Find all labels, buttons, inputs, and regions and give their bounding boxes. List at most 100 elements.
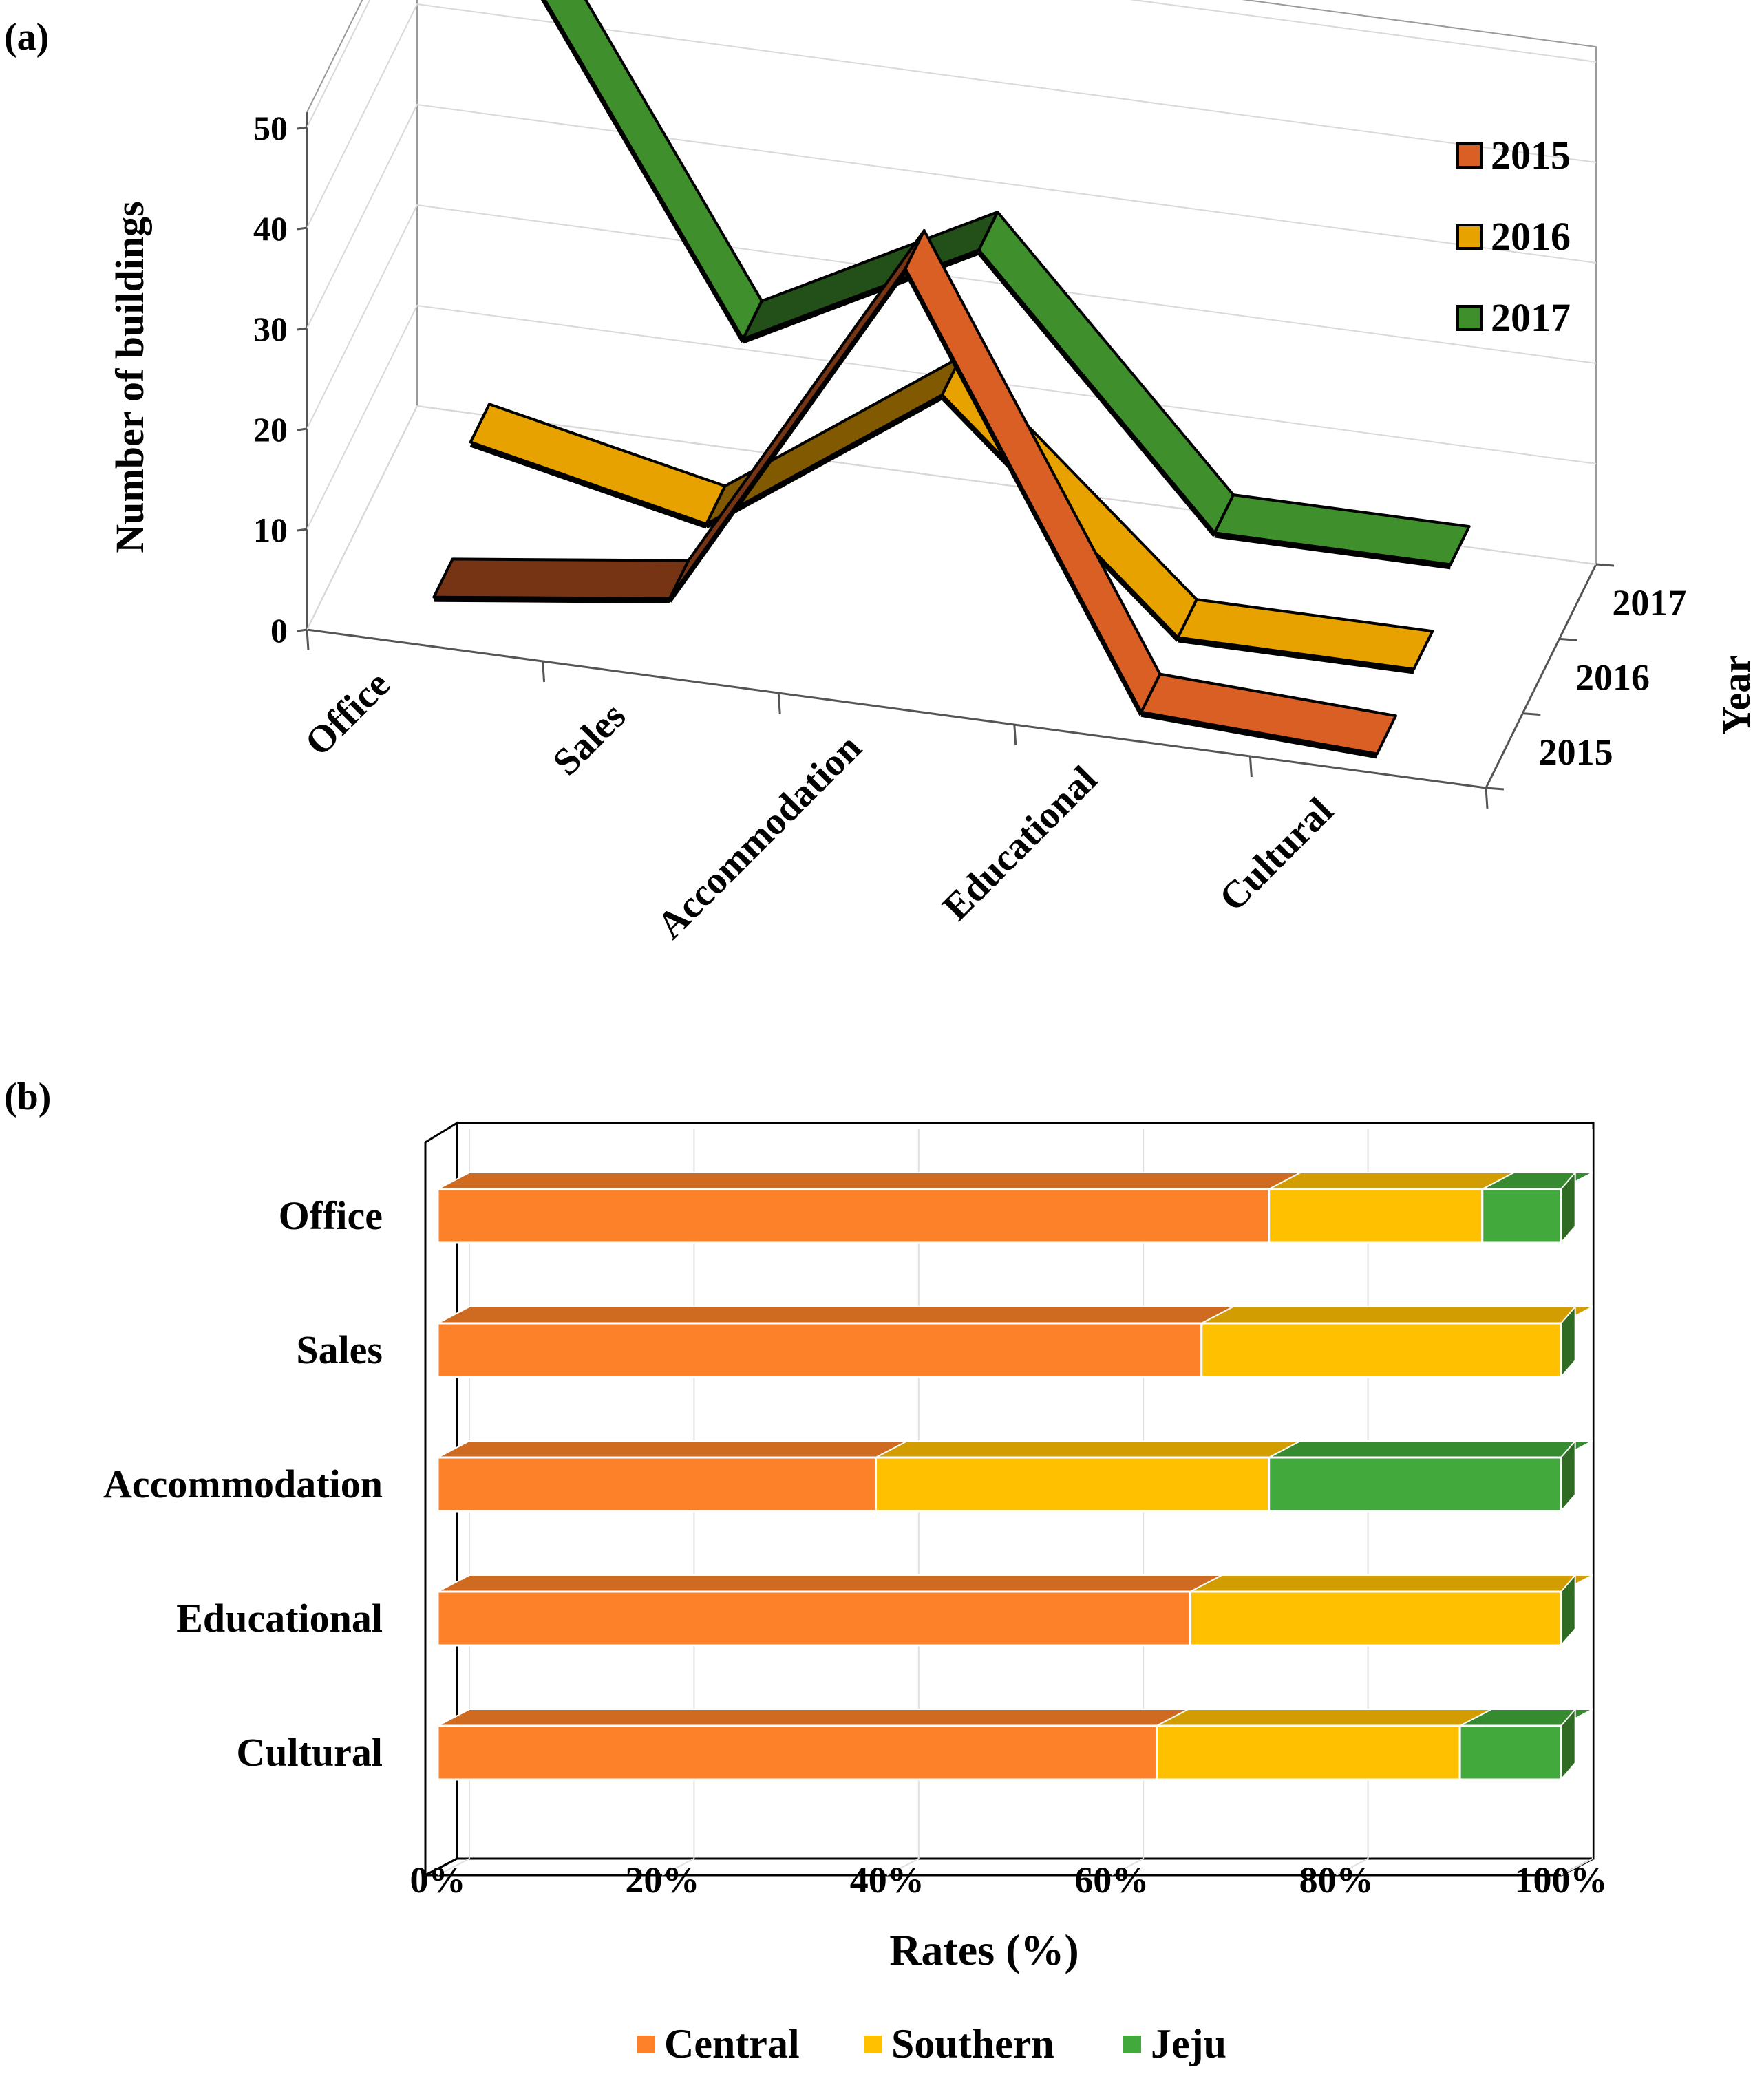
category-label-cultural: Cultural [236,1730,383,1775]
x-tick-label-60%: 60% [1074,1859,1149,1901]
floor-gridline-80% [1336,1858,1369,1876]
bar-top-sales-southern [1201,1306,1593,1324]
x-tick-label-0%: 0% [410,1859,466,1901]
panel-a-gridlines [306,0,1597,630]
x-axis-line [306,628,1487,789]
year-label-2017: 2017 [1612,582,1686,623]
gridline-30 [306,103,1597,329]
panel-a-year-axis-title: Year [1714,655,1758,735]
ribbon-edge-2015-2 [903,270,1143,716]
year-tick-mark-1 [1522,712,1541,716]
floor-gridline-20% [661,1858,694,1876]
bar-office-central [436,1188,1271,1244]
bar-cultural-central [436,1724,1158,1781]
bar-top-sales-central [437,1306,1234,1324]
y-tick-label-0: 0 [270,611,288,650]
bar-top-educational-central [437,1574,1222,1592]
gridline-20 [306,204,1597,429]
category-label-sales: Sales [544,694,634,784]
bar-row-cultural [436,1707,1593,1782]
bar-end-cap-educational [1560,1573,1576,1647]
panel-a-year-labels: 2015 2016 2017 [1485,563,1686,791]
panel-a-legend: 2015 2016 2017 [1456,133,1571,340]
year-label-2016: 2016 [1575,657,1650,698]
year-tick-mark-end [1595,563,1615,567]
back-wall-outline [306,0,1597,564]
y-tick-label-50: 50 [253,109,288,147]
y-tick-label-10: 10 [253,511,288,549]
legend-swatch-central [637,2036,655,2053]
bar-cultural-jeju [1458,1724,1562,1781]
bar-cultural-southern [1155,1724,1461,1781]
y-tick-mark-50 [297,126,308,130]
floor-gridline-0% [437,1858,470,1876]
ribbon-edge-2016-0 [469,442,708,529]
ribbon-edge-2015-0 [434,597,670,603]
legend-swatch-southern [864,2036,882,2053]
x-tick-label-100%: 100% [1515,1859,1608,1901]
legend-swatch-2016 [1456,224,1483,250]
ribbon-segment-2015-3 [1140,672,1397,756]
ribbon-edge-2016-3 [1178,638,1414,674]
x-tick-mark-3 [1013,724,1017,746]
x-tick-mark-4 [1248,756,1253,778]
floor-gridline-60% [1111,1858,1144,1876]
year-label-2015: 2015 [1539,731,1613,773]
bar-top-accommodation-jeju [1268,1440,1593,1458]
x-tick-mark-end [1485,787,1489,809]
bar-top-cultural-central [437,1709,1189,1727]
legend-swatch-2017 [1456,305,1483,331]
legend-swatch-2015 [1456,142,1483,169]
bar-row-accommodation [436,1439,1593,1513]
panel-b-label: (b) [4,1076,51,1118]
panel-b-x-ticks: 0% 20% 40% 60% 80% 100% [410,1859,1608,1901]
bar-accommodation-central [436,1456,877,1513]
x-tick-label-40%: 40% [850,1859,924,1901]
legend-label-central: Central [664,2021,800,2066]
ribbon-edge-2015-3 [1140,712,1378,759]
panel-b-legend: Central Southern Jeju [637,2021,1226,2066]
panel-a-ribbons [432,0,1471,759]
y-tick-mark-30 [297,327,308,331]
year-tick-mark-2 [1559,637,1577,641]
floor-gridline-100% [1560,1858,1593,1876]
x-tick-mark-0 [306,629,310,651]
ribbon-segment-2017-3 [1213,493,1471,566]
category-label-cultural: Cultural [1211,789,1341,919]
legend-label-jeju: Jeju [1151,2021,1226,2066]
panel-b-x-axis-title: Rates (%) [889,1925,1078,1974]
depth-axis-line [1485,564,1597,789]
panel-b-stacked-bar-chart: (b) Office Sales Accommodation Educational C… [4,1076,1608,2066]
bar-sales-southern [1200,1322,1562,1378]
legend-label-2016: 2016 [1491,214,1571,259]
ribbon-2017 [540,0,1471,570]
legend-label-2015: 2015 [1491,133,1571,178]
y-tick-label-40: 40 [253,209,288,248]
bar-educational-southern [1189,1590,1562,1647]
y-tick-mark-40 [297,226,308,231]
y-tick-mark-0 [297,628,308,632]
y-tick-label-20: 20 [253,410,288,449]
legend-swatch-jeju [1123,2036,1141,2053]
ribbon-edge-2017-2 [977,251,1217,537]
ribbon-segment-2016-0 [469,403,727,526]
x-tick-label-20%: 20% [625,1859,699,1901]
category-label-office: Office [279,1193,383,1238]
ribbon-edge-2015-1 [668,270,908,603]
gridline-40 [306,3,1597,228]
bar-accommodation-southern [874,1456,1271,1513]
ribbon-segment-2017-0 [543,0,763,341]
bar-office-jeju [1481,1188,1562,1244]
ribbon-edge-2016-1 [705,396,944,529]
ribbon-segment-2015-0 [432,557,690,600]
legend-label-southern: Southern [891,2021,1054,2066]
bar-top-educational-southern [1189,1574,1593,1592]
bar-top-office-central [437,1172,1301,1190]
bar-row-educational [436,1573,1593,1647]
legend-label-2017: 2017 [1491,295,1571,340]
ribbon-2015 [432,229,1397,759]
floor [425,1857,1594,1877]
bar-top-accommodation-central [437,1440,908,1458]
category-label-sales: Sales [296,1327,383,1372]
bar-end-cap-cultural [1560,1707,1576,1782]
